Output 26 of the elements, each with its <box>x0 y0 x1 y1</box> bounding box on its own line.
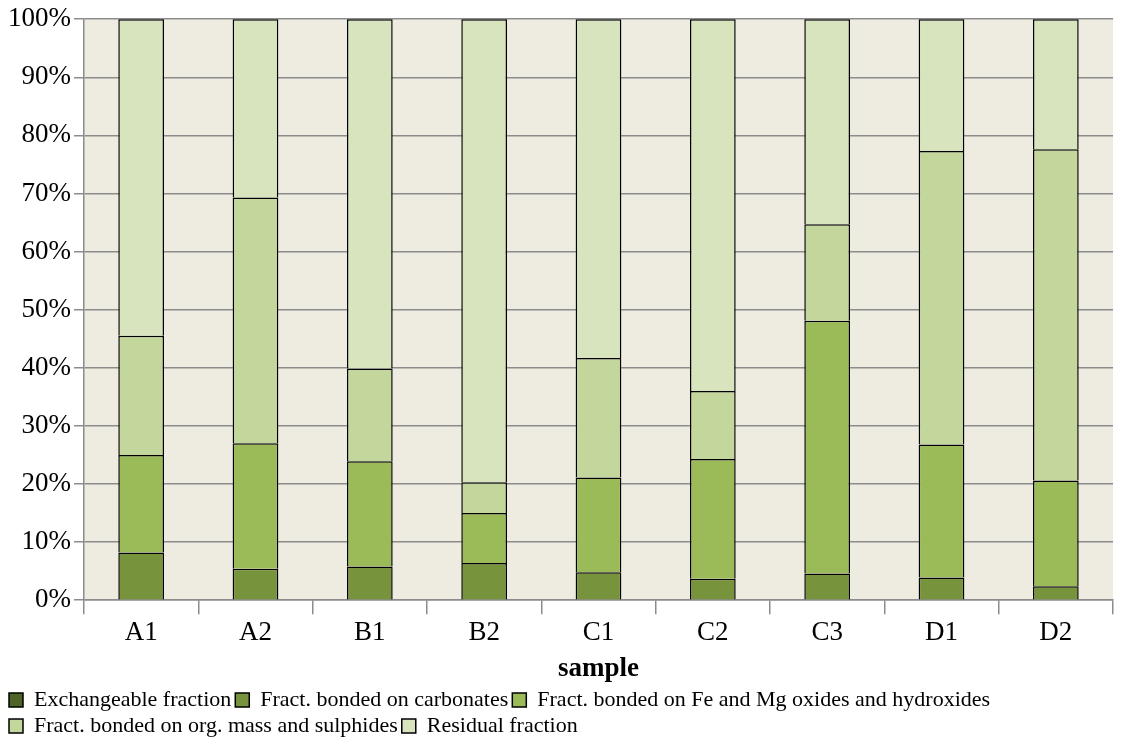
x-tick-label: C2 <box>697 616 729 647</box>
x-tick-label: C1 <box>582 616 615 647</box>
y-tick-label: 30% <box>21 408 71 439</box>
y-tick-label: 80% <box>21 118 71 149</box>
legend-label: Residual fraction <box>426 711 578 737</box>
y-tick-label: 50% <box>21 292 71 323</box>
x-tick-label: D2 <box>1039 616 1073 647</box>
x-tick-label: A2 <box>238 616 272 647</box>
x-tick-label: D1 <box>925 616 958 647</box>
y-tick-label: 60% <box>21 234 71 265</box>
y-tick-label: 100% <box>7 2 71 33</box>
legend-label: Fract. bonded on carbonates <box>260 685 509 711</box>
x-tick-label: B2 <box>468 616 500 647</box>
y-tick-label: 20% <box>21 467 71 498</box>
legend-label: Exchangeable fraction <box>34 685 232 711</box>
y-tick-label: 70% <box>21 176 71 207</box>
y-tick-label: 10% <box>21 525 71 556</box>
legend-label: Fract. bonded on Fe and Mg oxides and hydroxides <box>537 685 991 711</box>
legend-label: Fract. bonded on org. mass and sulphides <box>34 711 398 737</box>
x-tick-label: B1 <box>354 616 386 647</box>
x-tick-label: A1 <box>124 616 158 647</box>
y-tick-label: 40% <box>21 350 71 381</box>
x-tick-label: C3 <box>811 616 843 647</box>
y-tick-label: 0% <box>34 583 71 614</box>
y-tick-label: 90% <box>21 60 71 91</box>
x-axis-title: sample <box>558 651 640 682</box>
